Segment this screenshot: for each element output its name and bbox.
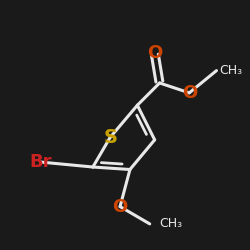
Text: O: O	[182, 84, 197, 102]
Text: CH₃: CH₃	[160, 218, 183, 230]
Text: O: O	[147, 44, 162, 62]
Text: S: S	[103, 128, 117, 147]
Text: O: O	[112, 198, 128, 216]
Text: Br: Br	[30, 153, 52, 171]
Text: CH₃: CH₃	[219, 64, 242, 77]
